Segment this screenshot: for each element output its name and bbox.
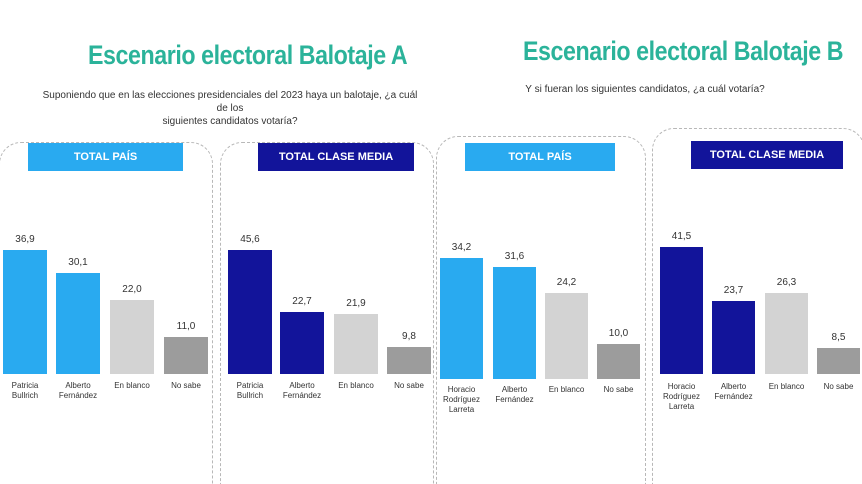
category-label: No sabe — [593, 385, 645, 395]
category-label: No sabe — [383, 381, 435, 391]
data-label: 11,0 — [161, 321, 211, 332]
bar-3 — [817, 348, 860, 374]
category-label: En blanco — [541, 385, 593, 395]
bar-0 — [228, 250, 272, 374]
bar-3 — [164, 337, 208, 374]
category-label: Horacio Rodríguez Larreta — [436, 385, 488, 415]
category-label: Patricia Bullrich — [0, 381, 51, 401]
data-label: 21,9 — [331, 298, 381, 309]
data-label: 30,1 — [53, 257, 103, 268]
chart-header: TOTAL CLASE MEDIA — [258, 143, 414, 171]
data-label: 22,7 — [277, 296, 327, 307]
chart-header: TOTAL PAÍS — [28, 143, 183, 171]
subtitle-balotaje-a: Suponiendo que en las elecciones preside… — [40, 89, 420, 128]
subtitle-balotaje-b: Y si fueran los siguientes candidatos, ¿… — [480, 83, 810, 96]
category-label: No sabe — [160, 381, 212, 391]
category-label: Horacio Rodríguez Larreta — [656, 382, 708, 412]
title-balotaje-a: Escenario electoral Balotaje A — [88, 40, 407, 71]
bar-3 — [597, 344, 640, 380]
bar-1 — [280, 312, 324, 374]
chart-header: TOTAL CLASE MEDIA — [691, 141, 843, 169]
category-label: Alberto Fernández — [708, 382, 760, 402]
category-label: En blanco — [330, 381, 382, 391]
data-label: 22,0 — [107, 284, 157, 295]
data-label: 8,5 — [814, 332, 862, 343]
data-label: 41,5 — [657, 231, 707, 242]
category-label: Alberto Fernández — [52, 381, 104, 401]
bar-2 — [110, 300, 154, 374]
data-label: 31,6 — [490, 251, 540, 262]
data-label: 34,2 — [437, 242, 487, 253]
bar-0 — [660, 247, 703, 374]
title-balotaje-b: Escenario electoral Balotaje B — [523, 36, 843, 67]
category-label: En blanco — [761, 382, 813, 392]
data-label: 10,0 — [594, 328, 644, 339]
bar-2 — [765, 293, 808, 374]
bar-2 — [334, 314, 378, 374]
data-label: 23,7 — [709, 285, 759, 296]
data-label: 9,8 — [384, 331, 434, 342]
category-label: En blanco — [106, 381, 158, 391]
data-label: 26,3 — [762, 277, 812, 288]
bar-3 — [387, 347, 431, 374]
data-label: 36,9 — [0, 234, 50, 245]
bar-1 — [56, 273, 100, 374]
category-label: Alberto Fernández — [489, 385, 541, 405]
bar-2 — [545, 293, 588, 379]
data-label: 45,6 — [225, 234, 275, 245]
category-label: Patricia Bullrich — [224, 381, 276, 401]
bar-0 — [440, 258, 483, 379]
bar-1 — [712, 301, 755, 374]
chart-header: TOTAL PAÍS — [465, 143, 615, 171]
data-label: 24,2 — [542, 277, 592, 288]
bar-1 — [493, 267, 536, 379]
category-label: No sabe — [813, 382, 862, 392]
category-label: Alberto Fernández — [276, 381, 328, 401]
bar-0 — [3, 250, 47, 374]
